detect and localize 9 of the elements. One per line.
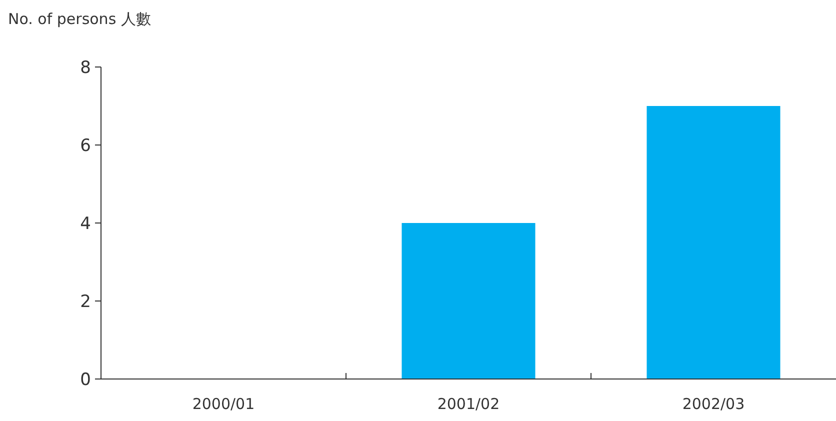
y-tick-label: 2 xyxy=(80,292,91,312)
y-axis-title: No. of persons 人數 xyxy=(8,10,151,28)
y-tick-label: 4 xyxy=(80,214,91,234)
x-tick-label: 2001/02 xyxy=(437,395,500,413)
y-tick-label: 8 xyxy=(80,58,91,78)
y-tick-label: 0 xyxy=(80,370,91,390)
y-tick-label: 6 xyxy=(80,136,91,156)
x-tick-label: 2002/03 xyxy=(682,395,745,413)
x-tick-label: 2000/01 xyxy=(192,395,255,413)
